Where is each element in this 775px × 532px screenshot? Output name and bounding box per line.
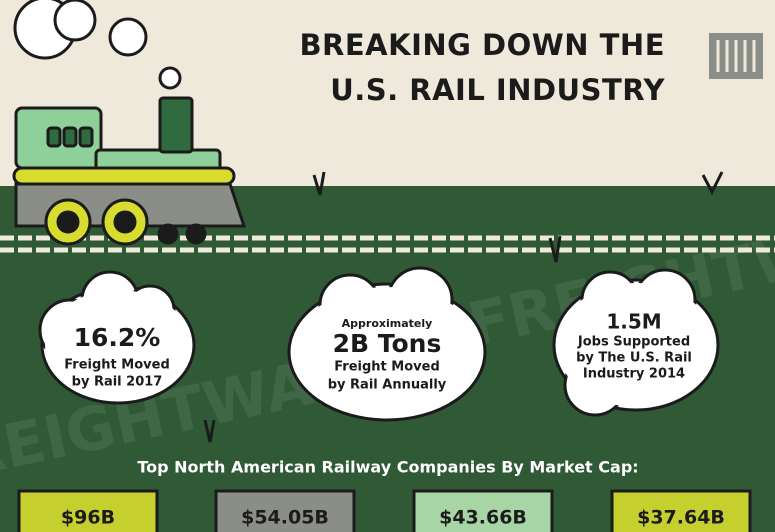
grass (203, 171, 724, 443)
box (412, 489, 554, 532)
stat-value: 16.2% (74, 323, 161, 352)
title: BREAKING DOWN THE (299, 28, 665, 62)
title: U.S. RAIL INDUSTRY (330, 73, 665, 107)
sky-clouds (13, 0, 182, 90)
stat-label: by The U.S. Rail (576, 351, 692, 366)
stat-label: by Rail Annually (328, 378, 447, 393)
market-cap-boxes (17, 489, 752, 532)
stat-label: by Rail 2017 (72, 375, 163, 390)
stat-prefix: Approximately (342, 317, 433, 330)
box-value: $54.05B (241, 507, 329, 529)
stat-label: Freight Moved (334, 360, 440, 375)
box-value: $37.64B (637, 507, 725, 529)
stat-value: 2B Tons (333, 329, 442, 358)
logo (709, 33, 763, 79)
cloud-fill (43, 271, 715, 417)
stat-label: Industry 2014 (583, 367, 685, 382)
box (610, 489, 752, 532)
stat-value: 1.5M (606, 310, 661, 334)
train (12, 96, 247, 246)
box-value: $96B (61, 507, 115, 529)
box (214, 489, 356, 532)
stat-label: Freight Moved (64, 358, 170, 373)
box-value: $43.66B (439, 507, 527, 529)
stat-label: Jobs Supported (577, 335, 690, 350)
box (17, 489, 159, 532)
section-title: Top North American Railway Companies By … (137, 458, 638, 477)
